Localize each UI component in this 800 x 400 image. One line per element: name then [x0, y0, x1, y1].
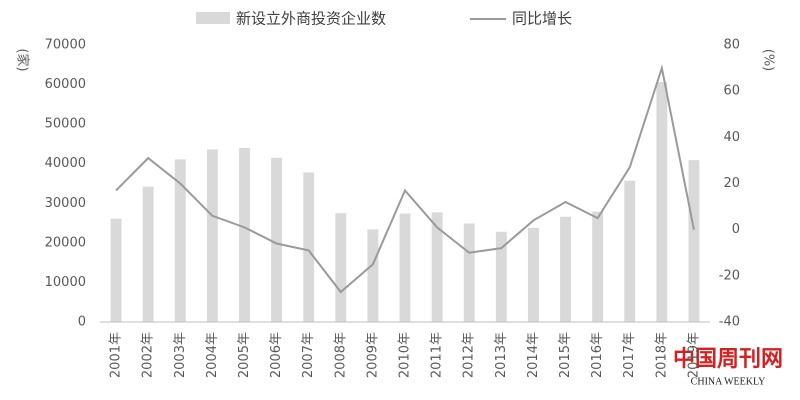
- y2-tick-label: 0: [732, 222, 740, 237]
- y2-axis-label: (%): [761, 49, 776, 72]
- legend-label: 同比增长: [512, 10, 572, 28]
- y2-tick-label: 40: [723, 130, 740, 145]
- bar: [174, 159, 186, 322]
- y-tick-label: 50000: [45, 117, 86, 132]
- x-tick-label: 2006年: [269, 332, 284, 378]
- y-tick-label: 60000: [45, 77, 86, 92]
- legend-label: 新设立外商投资企业数: [236, 10, 386, 28]
- x-tick-label: 2004年: [205, 332, 220, 378]
- x-tick-label: 2016年: [590, 332, 605, 378]
- x-tick-label: 2008年: [333, 332, 348, 378]
- watermark-title: 中国周刊网: [673, 346, 783, 372]
- y2-tick-label: 60: [723, 84, 740, 99]
- y2-tick-label: 20: [723, 176, 740, 191]
- bar: [495, 231, 507, 322]
- x-tick-label: 2012年: [462, 332, 477, 378]
- bar: [656, 82, 668, 322]
- y-tick-label: 20000: [45, 235, 86, 250]
- y2-tick-label: -20: [719, 268, 740, 283]
- x-tick-label: 2017年: [622, 332, 637, 378]
- bar: [592, 211, 604, 322]
- y-tick-label: 0: [78, 315, 86, 330]
- legend-swatch: [196, 12, 230, 24]
- x-tick-label: 2018年: [654, 332, 669, 378]
- x-tick-label: 2014年: [526, 332, 541, 378]
- x-tick-label: 2019年: [686, 332, 701, 378]
- legend: 新设立外商投资企业数 同比增长: [196, 10, 572, 28]
- bar: [335, 213, 347, 322]
- bar: [399, 213, 411, 322]
- x-tick-label: 2013年: [494, 332, 509, 378]
- bar: [303, 172, 315, 322]
- bar: [463, 223, 475, 322]
- bar: [110, 218, 122, 322]
- bar: [142, 186, 154, 322]
- bar: [560, 216, 571, 322]
- x-tick-label: 2003年: [173, 332, 188, 378]
- bar: [688, 160, 700, 322]
- bar: [271, 157, 283, 322]
- y-tick-label: 40000: [45, 156, 86, 171]
- line: [115, 64, 695, 294]
- x-tick-label: 2009年: [365, 332, 380, 378]
- y-tick-label: 10000: [45, 275, 86, 290]
- x-tick-label: 2005年: [237, 332, 252, 378]
- x-tick-label: 2007年: [301, 332, 316, 378]
- x-tick-label: 2001年: [109, 332, 124, 378]
- bar: [206, 149, 218, 322]
- bar: [527, 227, 539, 322]
- x-tick-label: 2011年: [430, 332, 445, 378]
- x-tick-label: 2010年: [398, 332, 413, 378]
- x-tick-label: 2015年: [558, 332, 573, 378]
- y2-tick-label: -40: [719, 315, 740, 330]
- y-tick-label: 70000: [45, 38, 86, 53]
- bar: [431, 212, 443, 322]
- watermark-subtitle: CHINA WEEKLY: [691, 376, 766, 387]
- bar: [624, 180, 636, 322]
- x-tick-label: 2002年: [141, 332, 156, 378]
- y-axis-label: (家): [15, 48, 31, 71]
- y-tick-label: 30000: [45, 196, 86, 211]
- bar: [239, 147, 250, 322]
- bar: [367, 229, 379, 322]
- y2-tick-label: 80: [723, 38, 740, 53]
